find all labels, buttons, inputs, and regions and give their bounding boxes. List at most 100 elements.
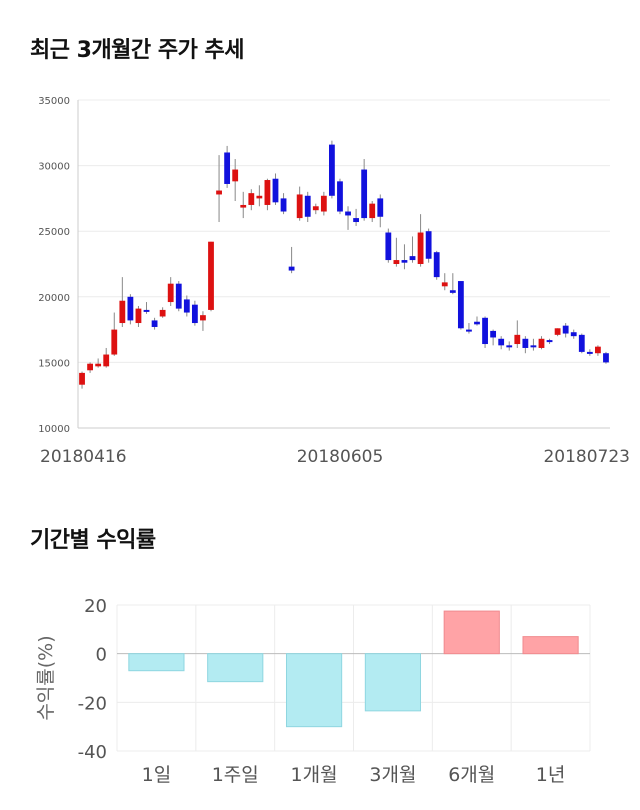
candle-body (280, 198, 287, 212)
candle-body (409, 256, 416, 261)
candle (457, 281, 464, 330)
x-tick-label: 1주일 (212, 764, 259, 786)
candle-body (296, 194, 303, 219)
candle-body (578, 334, 585, 352)
x-tick-label: 20180416 (40, 447, 127, 467)
return-bar (285, 653, 343, 728)
candle (482, 316, 488, 348)
candle (433, 250, 440, 280)
x-tick-label: 3개월 (369, 764, 416, 786)
candle (409, 236, 416, 263)
candle (514, 320, 521, 348)
candle (425, 228, 432, 263)
candle-body (87, 363, 93, 371)
candle-body (538, 338, 545, 348)
y-tick-label: 15000 (38, 358, 70, 369)
candle-body (256, 195, 263, 199)
candle-body (449, 290, 456, 293)
candle (603, 351, 609, 364)
candle (272, 173, 279, 205)
candle (345, 206, 351, 230)
y-tick-label: 25000 (38, 227, 70, 238)
candle (570, 329, 577, 339)
candle-body (183, 299, 190, 313)
candle (353, 208, 359, 226)
candle-body (603, 353, 609, 363)
candle (369, 201, 376, 223)
y-tick-label: 30000 (38, 162, 70, 173)
y-tick-label: 20000 (38, 293, 70, 304)
candle-body (361, 169, 368, 219)
x-tick-label: 20180605 (297, 447, 384, 467)
y-tick-label: -20 (78, 693, 107, 714)
return-bar (207, 653, 264, 683)
period-returns-chart: -40 -20 0 20 1일 1주일 1개월 3개월 6개월 1년 수익률(%) (35, 596, 591, 786)
candle-body (586, 351, 593, 354)
candle-body (329, 144, 335, 196)
candle-body (167, 283, 174, 303)
candle (119, 277, 126, 327)
candle-body (506, 345, 513, 348)
candle-body (433, 252, 440, 278)
candle-body (143, 309, 150, 312)
x-tick-label: 6개월 (448, 764, 495, 786)
candle (224, 145, 231, 188)
y-tick-label: -40 (78, 742, 107, 763)
candle (312, 203, 319, 215)
candle-body (127, 296, 134, 321)
candle-body (369, 203, 376, 219)
candle-body (417, 232, 424, 264)
candle (417, 214, 424, 267)
candle-body (312, 206, 319, 211)
candle (554, 328, 561, 337)
candle (490, 329, 497, 346)
candle-body (320, 195, 327, 212)
candle (530, 338, 537, 351)
candle (95, 358, 102, 368)
y-tick-label: 0 (96, 645, 107, 666)
price-trend-chart: 10000 15000 20000 25000 30000 35000 20180416 20… (38, 96, 630, 467)
candle-body (345, 211, 351, 216)
candle-body (232, 169, 239, 182)
candle-body (337, 181, 343, 212)
candle-body (95, 363, 102, 367)
candle (562, 323, 569, 338)
candle-body (546, 340, 553, 343)
x-tick-label: 1개월 (291, 764, 338, 786)
candle-body (474, 321, 480, 325)
return-bar (128, 653, 185, 672)
y-tick-label: 10000 (38, 424, 70, 435)
candle (103, 347, 110, 368)
candle (385, 228, 392, 263)
return-bar (522, 636, 579, 655)
candle-body (224, 152, 231, 184)
return-bar (443, 610, 500, 655)
candle (280, 193, 287, 215)
candle-body (522, 338, 529, 348)
candle-body (482, 317, 488, 345)
candle-body (466, 329, 472, 332)
period-returns-title: 기간별 수익률 (30, 528, 156, 553)
candle (240, 191, 247, 219)
candle-body (570, 332, 577, 337)
candle-body (514, 334, 521, 345)
candle (449, 273, 456, 295)
candle (127, 294, 134, 325)
candle (264, 178, 271, 211)
candle-body (530, 345, 537, 348)
candle (111, 312, 118, 356)
candle (506, 341, 513, 351)
candle (183, 295, 190, 317)
candle-body (208, 241, 214, 310)
candle-body (441, 282, 448, 287)
return-bar (364, 653, 422, 712)
candle-body (393, 260, 400, 264)
y-tick-label: 20 (84, 596, 107, 617)
candle (248, 189, 255, 211)
candle (216, 155, 222, 223)
candle (578, 333, 585, 354)
candle-body (595, 346, 601, 354)
candle (288, 246, 295, 274)
candle-body (401, 260, 408, 263)
candle (401, 244, 408, 270)
